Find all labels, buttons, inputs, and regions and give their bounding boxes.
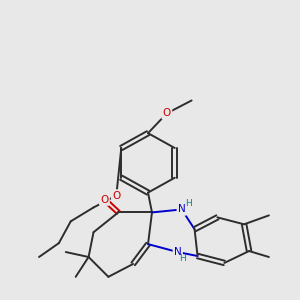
Text: N: N <box>174 247 182 257</box>
Text: O: O <box>112 190 120 201</box>
Text: N: N <box>178 204 186 214</box>
Text: O: O <box>163 108 171 118</box>
Text: H: H <box>179 254 186 263</box>
Text: O: O <box>100 194 109 205</box>
Text: H: H <box>185 199 192 208</box>
